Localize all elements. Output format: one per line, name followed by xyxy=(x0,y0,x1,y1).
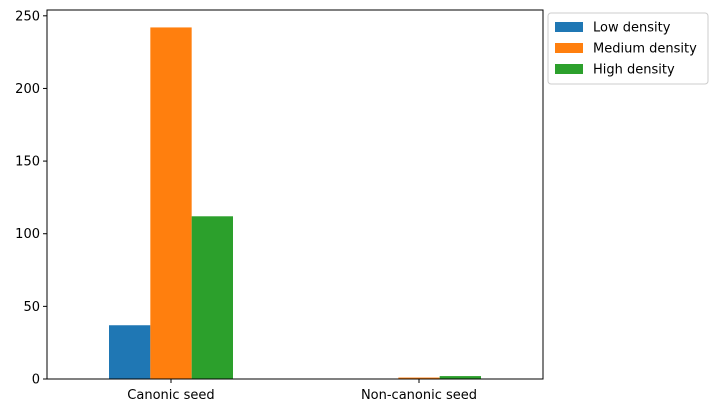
y-axis: 0 50 100 150 200 250 xyxy=(15,9,47,388)
legend-label: Low density xyxy=(593,21,671,36)
x-tick-label: Non-canonic seed xyxy=(361,388,477,403)
x-axis: Canonic seed Non-canonic seed xyxy=(127,379,477,403)
y-tick-label: 100 xyxy=(15,227,40,242)
bar-high-density-1 xyxy=(439,376,481,379)
legend-swatch xyxy=(555,43,583,53)
legend-label: High density xyxy=(593,63,675,78)
bar-high-density-0 xyxy=(191,216,233,379)
bar-medium-density-0 xyxy=(150,27,192,379)
bar-low-density-0 xyxy=(109,325,151,379)
y-tick-label: 150 xyxy=(15,155,40,170)
bar-medium-density-1 xyxy=(398,377,440,379)
axes-frame xyxy=(46,9,544,380)
legend-box xyxy=(547,12,709,85)
y-tick-label: 0 xyxy=(32,373,40,388)
legend-swatch xyxy=(555,22,583,32)
x-tick-label: Canonic seed xyxy=(127,388,214,403)
y-tick-label: 200 xyxy=(15,82,40,97)
legend-label: Medium density xyxy=(593,42,697,57)
legend-swatch xyxy=(555,64,583,74)
bars-group xyxy=(109,27,481,379)
y-tick-label: 250 xyxy=(15,9,40,24)
y-tick-label: 50 xyxy=(23,300,40,315)
legend: Low density Medium density High density xyxy=(547,12,709,85)
